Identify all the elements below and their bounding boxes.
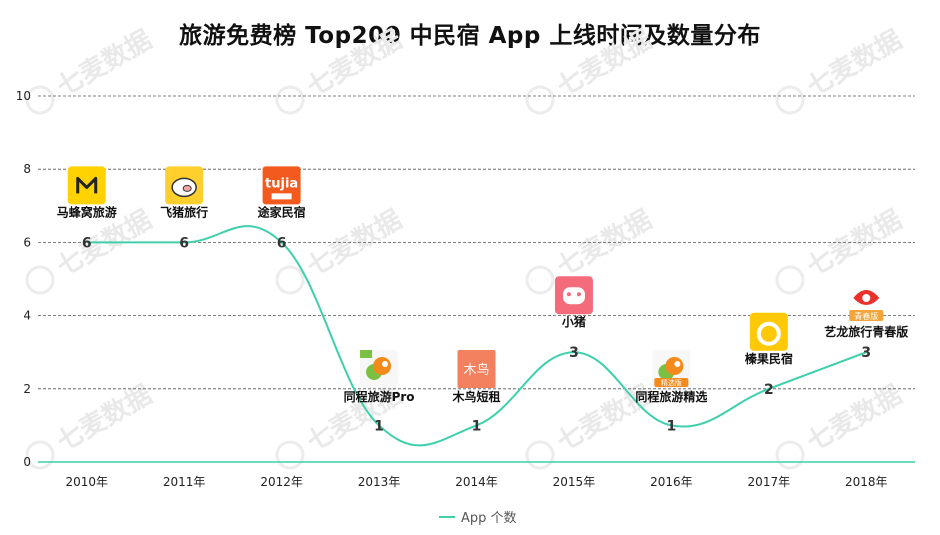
legend-label: App 个数 [461, 511, 517, 526]
svg-text:tujia: tujia [265, 176, 298, 191]
watermark: 七麦数据 [775, 205, 907, 295]
data-label: 6 [277, 235, 287, 251]
tongcheng-jingxuan-icon: 精选版 [652, 350, 691, 388]
watermark: 七麦数据 [25, 380, 157, 470]
app-name-label: 木鸟短租 [451, 389, 500, 404]
watermark-logo-icon [525, 265, 555, 295]
watermark-text: 七麦数据 [552, 205, 657, 283]
data-label: 1 [667, 418, 677, 434]
svg-text:青春版: 青春版 [854, 311, 878, 321]
y-tick-label-8: 8 [23, 162, 31, 176]
app-name-label: 飞猪旅行 [160, 204, 208, 219]
x-tick-label: 2013年 [358, 475, 401, 489]
x-tick-label: 2016年 [650, 475, 693, 489]
watermark: 七麦数据 [525, 25, 657, 115]
watermark-logo-icon [525, 85, 555, 115]
watermark-logo-icon [25, 85, 55, 115]
feizhu-icon [165, 166, 204, 205]
watermark-text: 七麦数据 [52, 25, 157, 103]
tongcheng-pro-icon [360, 350, 399, 388]
watermark-text: 七麦数据 [302, 25, 407, 103]
app-name-label: 小猪 [562, 314, 586, 329]
watermark-text: 七麦数据 [802, 205, 907, 283]
data-label: 6 [82, 235, 92, 251]
watermark-logo-icon [275, 85, 305, 115]
watermark: 七麦数据 [25, 25, 157, 115]
watermark-logo-icon [25, 440, 55, 470]
mafengwo-icon [67, 166, 106, 205]
y-tick-label-6: 6 [23, 235, 31, 249]
tujia-icon: tujia [262, 166, 301, 205]
app-name-label: 艺龙旅行青春版 [824, 324, 908, 339]
watermark-text: 七麦数据 [802, 380, 907, 458]
watermark-logo-icon [525, 440, 555, 470]
series-line-app-count [86, 225, 867, 447]
y-tick-label-4: 4 [23, 309, 31, 323]
y-tick-label-10: 10 [16, 89, 31, 103]
chart-title: 旅游免费榜 Top200 中民宿 App 上线时间及数量分布 [179, 23, 761, 49]
watermark-text: 七麦数据 [52, 380, 157, 458]
svg-text:精选版: 精选版 [661, 378, 682, 387]
data-label: 6 [179, 235, 189, 251]
watermark: 七麦数据 [275, 25, 407, 115]
watermark-text: 七麦数据 [802, 25, 907, 103]
watermark-logo-icon [775, 85, 805, 115]
x-tick-label: 2010年 [65, 475, 108, 489]
watermark-logo-icon [275, 440, 305, 470]
watermark-text: 七麦数据 [302, 205, 407, 283]
x-tick-label: 2011年 [163, 475, 206, 489]
watermark-logo-icon [775, 440, 805, 470]
data-label: 1 [374, 418, 384, 434]
y-tick-label-2: 2 [23, 382, 31, 396]
x-tick-label: 2014年 [455, 475, 498, 489]
muniao-icon: 木鸟 [457, 350, 496, 388]
zhenguo-icon [749, 312, 788, 351]
app-name-label: 途家民宿 [258, 204, 306, 219]
watermark-text: 七麦数据 [552, 25, 657, 103]
watermark: 七麦数据 [775, 25, 907, 115]
watermark-logo-icon [25, 265, 55, 295]
data-label: 3 [569, 345, 579, 361]
watermark: 七麦数据 [775, 380, 907, 470]
x-tick-label: 2012年 [260, 475, 303, 489]
svg-text:木鸟: 木鸟 [463, 362, 489, 378]
y-tick-label-0: 0 [23, 455, 31, 469]
app-name-label: 同程旅游Pro [344, 389, 415, 404]
x-tick-label: 2015年 [553, 475, 596, 489]
app-name-label: 同程旅游精选 [635, 389, 707, 404]
data-label: 1 [472, 418, 482, 434]
watermark-logo-icon [775, 265, 805, 295]
legend: App 个数 [439, 511, 517, 526]
app-name-label: 榛果民宿 [745, 351, 793, 366]
xiaozhu-icon [554, 276, 593, 315]
data-label: 2 [764, 382, 774, 398]
elong-youth-icon: 青春版 [849, 290, 884, 321]
x-tick-label: 2018年 [845, 475, 888, 489]
x-tick-label: 2017年 [748, 475, 791, 489]
data-label: 3 [861, 345, 871, 361]
watermark-logo-icon [275, 265, 305, 295]
app-name-label: 马蜂窝旅游 [57, 204, 117, 219]
